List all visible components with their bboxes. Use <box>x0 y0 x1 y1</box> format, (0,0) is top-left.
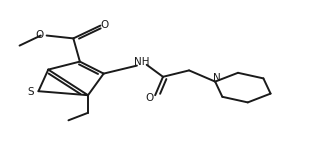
Text: O: O <box>145 93 154 103</box>
Text: O: O <box>35 30 44 40</box>
Text: S: S <box>27 88 34 97</box>
Text: N: N <box>213 73 221 83</box>
Text: O: O <box>100 20 109 30</box>
Text: NH: NH <box>134 57 149 67</box>
